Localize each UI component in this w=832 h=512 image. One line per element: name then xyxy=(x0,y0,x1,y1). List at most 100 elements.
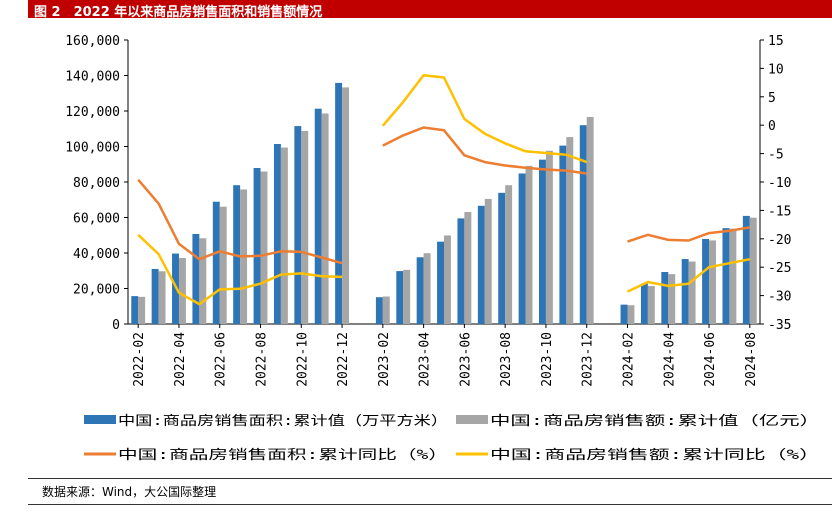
sales-bar xyxy=(586,117,594,324)
area-bar xyxy=(396,271,404,324)
source-divider xyxy=(28,478,832,479)
sales-bar xyxy=(688,261,696,324)
y-right-tick-label: -20 xyxy=(768,233,791,248)
area-yoy-line xyxy=(137,178,343,265)
area-bar xyxy=(477,205,485,324)
x-tick-label: 2024-04 xyxy=(662,332,677,387)
y-right-tick-label: 5 xyxy=(768,91,776,106)
sales-bar xyxy=(178,257,186,324)
area-bar xyxy=(416,257,424,324)
y-right-tick-label: -30 xyxy=(768,290,791,305)
area-bar xyxy=(192,234,200,324)
y-left-tick-label: 140,000 xyxy=(65,70,120,85)
sales-bar xyxy=(505,185,513,324)
sales-bar xyxy=(403,269,411,324)
sales-bar xyxy=(525,165,533,324)
y-right-tick-label: 0 xyxy=(768,119,776,134)
chart-title: 图 2 2022 年以来商品房销售面积和销售额情况 xyxy=(34,5,323,20)
sales-bar xyxy=(647,286,655,324)
legend-swatch xyxy=(84,415,116,424)
area-bar xyxy=(702,238,710,324)
area-bar xyxy=(375,297,383,324)
sales-bar xyxy=(199,238,207,324)
area-bar xyxy=(335,82,343,324)
area-bar xyxy=(131,296,139,324)
sales-bar xyxy=(382,296,390,324)
y-left-tick-label: 40,000 xyxy=(73,247,120,262)
sales-yoy-line xyxy=(137,233,343,306)
title-bar xyxy=(28,0,832,18)
sales-bar xyxy=(709,240,716,324)
x-tick-label: 2023-08 xyxy=(499,332,514,387)
x-tick-label: 2024-06 xyxy=(703,332,718,387)
area-bar xyxy=(620,304,628,324)
sales-yoy-line xyxy=(626,257,751,293)
y-left-tick-label: 60,000 xyxy=(73,212,120,227)
sales-bar xyxy=(464,211,472,324)
y-right-tick-label: -25 xyxy=(768,261,791,276)
area-bar xyxy=(437,241,444,324)
area-bar xyxy=(559,145,567,324)
area-bar xyxy=(212,201,220,324)
sales-bar xyxy=(321,113,329,324)
x-tick-label: 2023-06 xyxy=(458,332,473,387)
sales-bar xyxy=(260,171,268,324)
y-right-tick-label: -5 xyxy=(768,148,784,163)
x-tick-label: 2023-04 xyxy=(418,332,433,387)
legend-swatch xyxy=(456,415,488,424)
sales-bar xyxy=(301,130,309,324)
sales-bar xyxy=(342,87,349,324)
area-bar xyxy=(294,126,302,325)
x-tick-label: 2022-06 xyxy=(214,332,229,387)
sales-bar xyxy=(749,217,757,324)
sales-bar xyxy=(627,305,635,324)
sales-bar xyxy=(444,235,451,324)
area-bar xyxy=(742,215,750,324)
sales-bar xyxy=(729,228,737,324)
chart-svg: 0 20,000 40,000 60,000 80,000 100,000 120,000 1… xyxy=(65,34,820,463)
y-right-tick-label: -15 xyxy=(768,204,791,219)
x-tick-label: 2024-08 xyxy=(744,332,759,387)
x-tick-label: 2022-04 xyxy=(173,332,188,387)
area-bar xyxy=(518,173,526,324)
area-bar xyxy=(151,268,159,324)
x-tick-label: 2024-02 xyxy=(621,332,636,387)
area-bar xyxy=(253,167,261,324)
area-bar xyxy=(273,144,281,324)
sales-bar xyxy=(280,147,288,324)
sales-bar xyxy=(484,198,492,324)
area-bar xyxy=(640,283,648,324)
y-right-tick-label: 15 xyxy=(768,34,784,49)
y-left-tick-label: 20,000 xyxy=(73,283,120,298)
sales-bar xyxy=(219,206,227,324)
y-right-tick-label: -35 xyxy=(768,318,791,333)
area-bar xyxy=(579,125,587,324)
legend-label: 中国:商品房销售额:累计同比（%） xyxy=(490,447,820,463)
y-left-tick-label: 80,000 xyxy=(73,176,120,191)
area-bar xyxy=(661,271,669,324)
area-yoy-line xyxy=(627,226,751,243)
x-tick-label: 2022-10 xyxy=(295,332,310,387)
sales-bar xyxy=(138,296,146,324)
sales-bar xyxy=(668,274,676,324)
area-bar xyxy=(681,259,689,324)
data-source: 数据来源：Wind，大公国际整理 xyxy=(42,485,217,499)
y-right-tick-label: -10 xyxy=(768,176,791,191)
x-tick-label: 2023-12 xyxy=(581,332,596,387)
y-left-tick-label: 0 xyxy=(112,318,120,333)
x-tick-label: 2023-02 xyxy=(377,332,392,387)
sales-bar xyxy=(545,150,553,324)
x-tick-label: 2022-02 xyxy=(132,332,147,387)
y-right-tick-label: 10 xyxy=(768,62,784,77)
x-tick-label: 2023-10 xyxy=(540,332,555,387)
legend-label: 中国:商品房销售额:累计值（亿元） xyxy=(490,413,820,429)
legend-label: 中国:商品房销售面积:累计值（万平方米） xyxy=(118,413,448,429)
area-bar xyxy=(539,159,546,324)
x-tick-label: 2022-12 xyxy=(336,332,351,387)
area-bar xyxy=(498,192,506,324)
area-bar xyxy=(457,218,465,324)
legend-label: 中国:商品房销售面积:累计同比（%） xyxy=(118,447,448,463)
sales-bar xyxy=(158,271,166,324)
sales-bar xyxy=(566,137,574,324)
